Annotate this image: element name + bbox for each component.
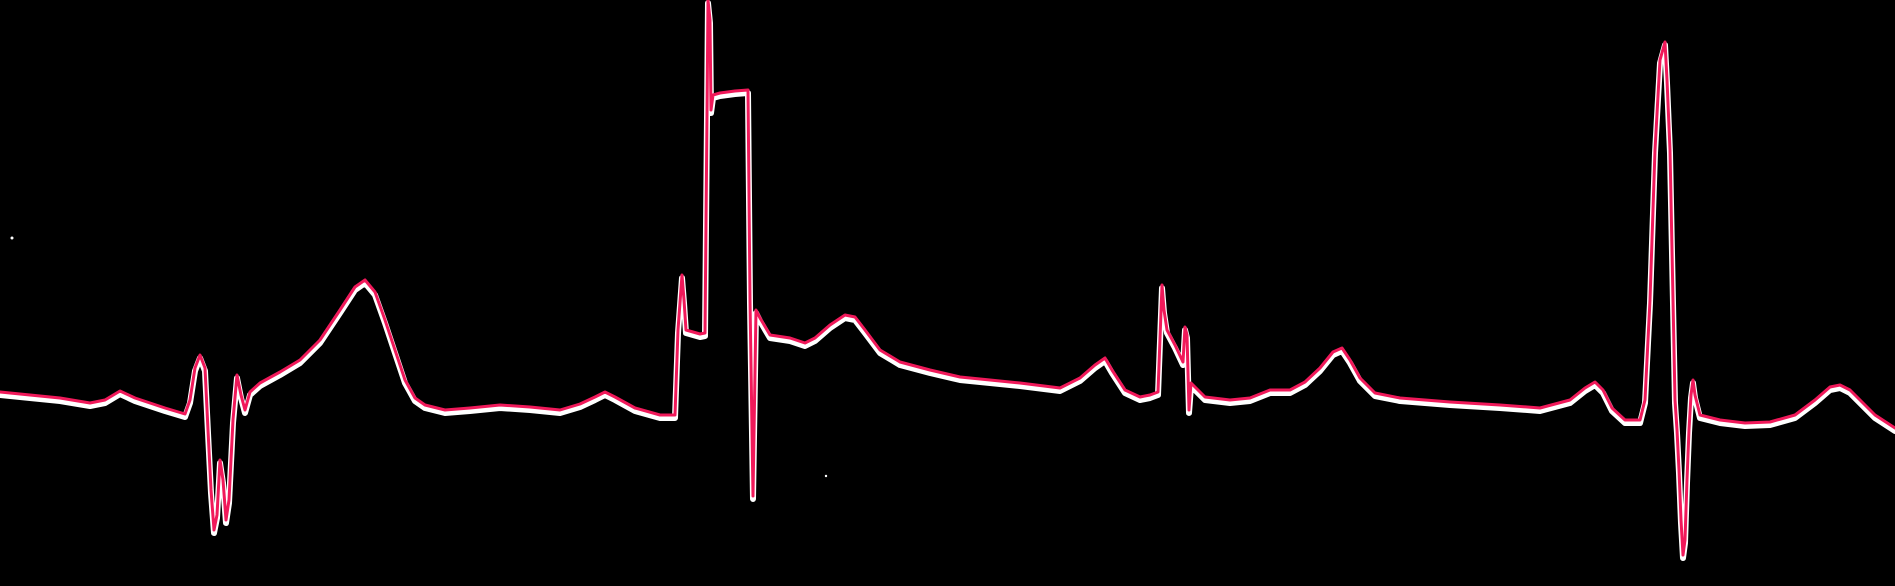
ecg-trace-line: [0, 0, 1895, 557]
trace-layer: [0, 0, 1895, 557]
speck-marker: [10, 236, 14, 240]
speck-marker: [824, 474, 828, 478]
